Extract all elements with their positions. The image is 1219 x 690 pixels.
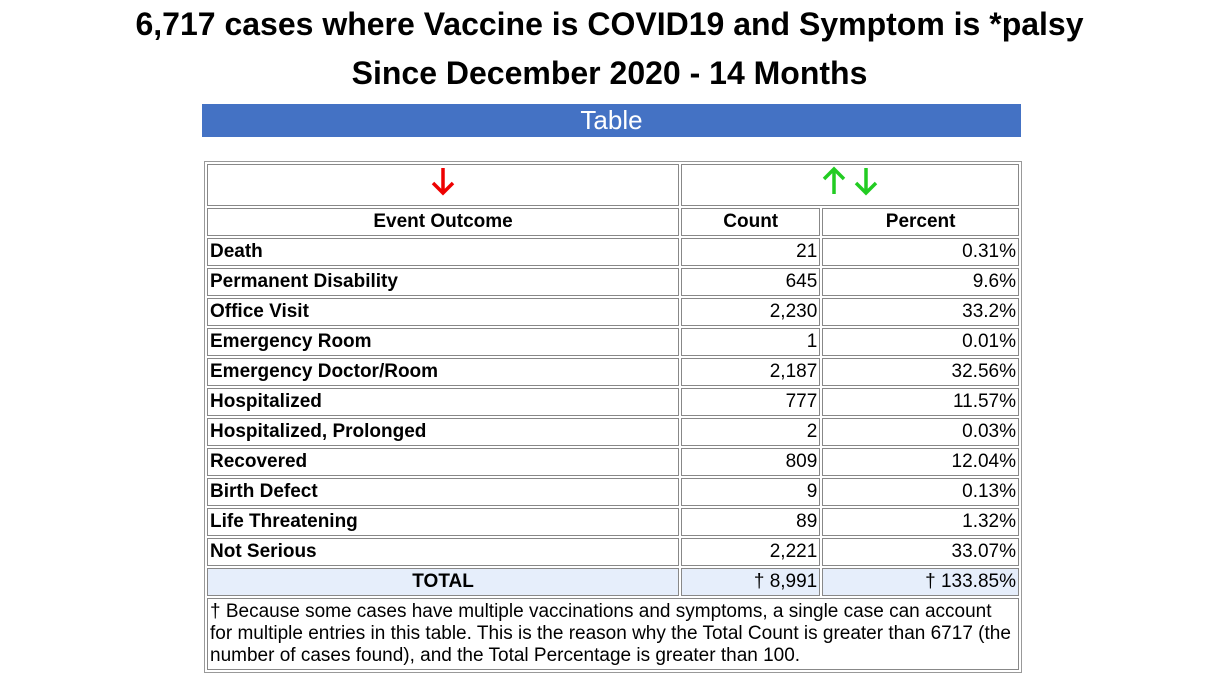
outcome-label: Hospitalized, Prolonged <box>207 418 680 446</box>
data-row: Death 21 0.31% <box>207 238 1019 266</box>
percent-cell: 1.32% <box>822 508 1019 536</box>
outcome-label: Emergency Room <box>207 328 680 356</box>
sort-row <box>207 164 1019 206</box>
count-cell: † 8,991 <box>681 568 821 596</box>
count-cell: 645 <box>681 268 821 296</box>
data-row: Hospitalized, Prolonged 2 0.03% <box>207 418 1019 446</box>
data-row: Office Visit 2,230 33.2% <box>207 298 1019 326</box>
count-cell: 2,187 <box>681 358 821 386</box>
outcome-label: Birth Defect <box>207 478 680 506</box>
outcome-label: Recovered <box>207 448 680 476</box>
outcome-label: Not Serious <box>207 538 680 566</box>
title: 6,717 cases where Vaccine is COVID19 and… <box>135 6 1084 42</box>
percent-cell: 11.57% <box>822 388 1019 416</box>
count-cell: 2 <box>681 418 821 446</box>
outcome-label: TOTAL <box>207 568 680 596</box>
footnote-row: † Because some cases have multiple vacci… <box>207 598 1019 670</box>
outcome-label: Death <box>207 238 680 266</box>
sort-down-arrow[interactable] <box>430 165 456 197</box>
header-row: Event Outcome Count Percent <box>207 208 1019 236</box>
count-cell: 21 <box>681 238 821 266</box>
count-cell: 2,221 <box>681 538 821 566</box>
data-row: Not Serious 2,221 33.07% <box>207 538 1019 566</box>
column-header: Count <box>681 208 821 236</box>
percent-cell: 9.6% <box>822 268 1019 296</box>
subtitle: Since December 2020 - 14 Months <box>351 55 868 91</box>
column-header: Event Outcome <box>207 208 680 236</box>
outcome-table: Event Outcome Count Percent Death 21 0.31% Per… <box>204 161 1022 673</box>
count-cell: 89 <box>681 508 821 536</box>
percent-cell: 33.2% <box>822 298 1019 326</box>
outcome-label: Permanent Disability <box>207 268 680 296</box>
count-cell: 2,230 <box>681 298 821 326</box>
count-cell: 777 <box>681 388 821 416</box>
data-row: Hospitalized 777 11.57% <box>207 388 1019 416</box>
data-row: Life Threatening 89 1.32% <box>207 508 1019 536</box>
sort-cell <box>207 164 680 206</box>
total-row: TOTAL † 8,991 † 133.85% <box>207 568 1019 596</box>
sort-cell <box>681 164 1019 206</box>
footnote: † Because some cases have multiple vacci… <box>207 598 1019 670</box>
percent-cell: 0.31% <box>822 238 1019 266</box>
percent-cell: 32.56% <box>822 358 1019 386</box>
percent-cell: 0.01% <box>822 328 1019 356</box>
sort-down-arrow[interactable] <box>853 165 879 197</box>
outcome-label: Life Threatening <box>207 508 680 536</box>
outcome-label: Office Visit <box>207 298 680 326</box>
sort-up-arrow[interactable] <box>821 165 847 197</box>
data-row: Recovered 809 12.04% <box>207 448 1019 476</box>
percent-cell: 12.04% <box>822 448 1019 476</box>
data-row: Emergency Doctor/Room 2,187 32.56% <box>207 358 1019 386</box>
count-cell: 809 <box>681 448 821 476</box>
section-bar: Table <box>202 104 1021 137</box>
count-cell: 1 <box>681 328 821 356</box>
percent-cell: 33.07% <box>822 538 1019 566</box>
percent-cell: † 133.85% <box>822 568 1019 596</box>
count-cell: 9 <box>681 478 821 506</box>
data-row: Emergency Room 1 0.01% <box>207 328 1019 356</box>
percent-cell: 0.03% <box>822 418 1019 446</box>
data-row: Permanent Disability 645 9.6% <box>207 268 1019 296</box>
outcome-label: Hospitalized <box>207 388 680 416</box>
outcome-label: Emergency Doctor/Room <box>207 358 680 386</box>
column-header: Percent <box>822 208 1019 236</box>
data-row: Birth Defect 9 0.13% <box>207 478 1019 506</box>
percent-cell: 0.13% <box>822 478 1019 506</box>
